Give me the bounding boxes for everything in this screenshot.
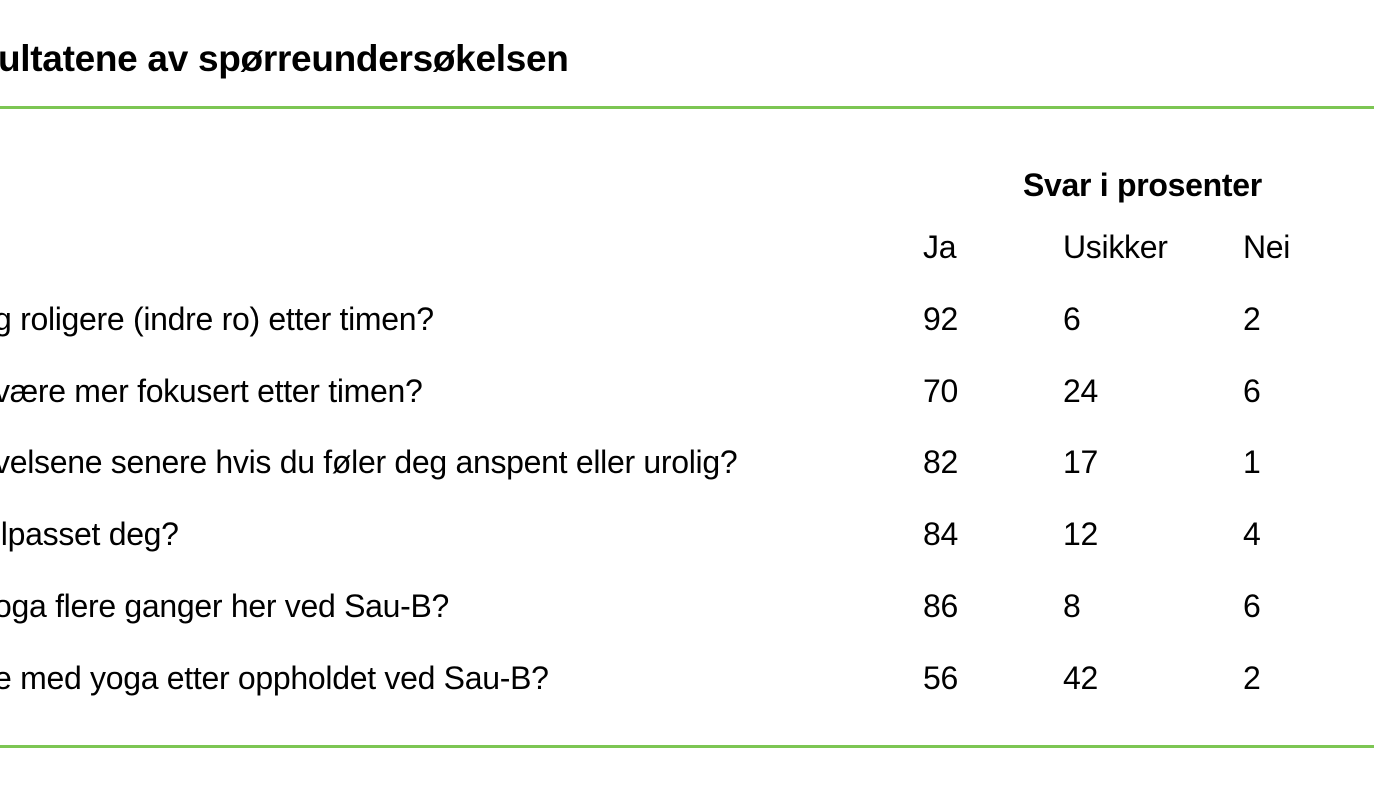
table-row: g roligere (indre ro) etter timen? 92 6 …	[0, 301, 1400, 345]
value-nei: 6	[1243, 373, 1261, 409]
value-ja: 92	[923, 301, 958, 337]
column-header-usikker: Usikker	[1063, 229, 1168, 265]
value-ja: 70	[923, 373, 958, 409]
value-ja: 56	[923, 660, 958, 696]
table-row: være mer fokusert etter timen? 70 24 6	[0, 373, 1400, 417]
table-row: velsene senere hvis du føler deg anspent…	[0, 444, 1400, 488]
bottom-divider	[0, 745, 1374, 748]
question-text: ilpasset deg?	[0, 516, 179, 552]
value-usikker: 17	[1063, 444, 1098, 480]
top-divider	[0, 106, 1374, 109]
value-ja: 82	[923, 444, 958, 480]
value-usikker: 24	[1063, 373, 1098, 409]
question-text: velsene senere hvis du føler deg anspent…	[0, 444, 738, 480]
column-header-ja: Ja	[923, 229, 957, 265]
table-row: oga flere ganger her ved Sau-B? 86 8 6	[0, 588, 1400, 632]
question-text: være mer fokusert etter timen?	[0, 373, 423, 409]
value-ja: 84	[923, 516, 958, 552]
column-header-nei: Nei	[1243, 229, 1291, 265]
value-nei: 2	[1243, 660, 1261, 696]
value-usikker: 8	[1063, 588, 1081, 624]
table-row: ilpasset deg? 84 12 4	[0, 516, 1400, 560]
value-usikker: 42	[1063, 660, 1098, 696]
question-text: g roligere (indre ro) etter timen?	[0, 301, 434, 337]
value-usikker: 12	[1063, 516, 1098, 552]
value-usikker: 6	[1063, 301, 1081, 337]
page-title: ultatene av spørreundersøkelsen	[0, 38, 569, 79]
table-group-header: Svar i prosenter	[1023, 167, 1262, 203]
value-nei: 1	[1243, 444, 1261, 480]
value-ja: 86	[923, 588, 958, 624]
question-text: e med yoga etter oppholdet ved Sau-B?	[0, 660, 549, 696]
value-nei: 4	[1243, 516, 1261, 552]
table-row: e med yoga etter oppholdet ved Sau-B? 56…	[0, 660, 1400, 704]
question-text: oga flere ganger her ved Sau-B?	[0, 588, 450, 624]
value-nei: 6	[1243, 588, 1261, 624]
value-nei: 2	[1243, 301, 1261, 337]
